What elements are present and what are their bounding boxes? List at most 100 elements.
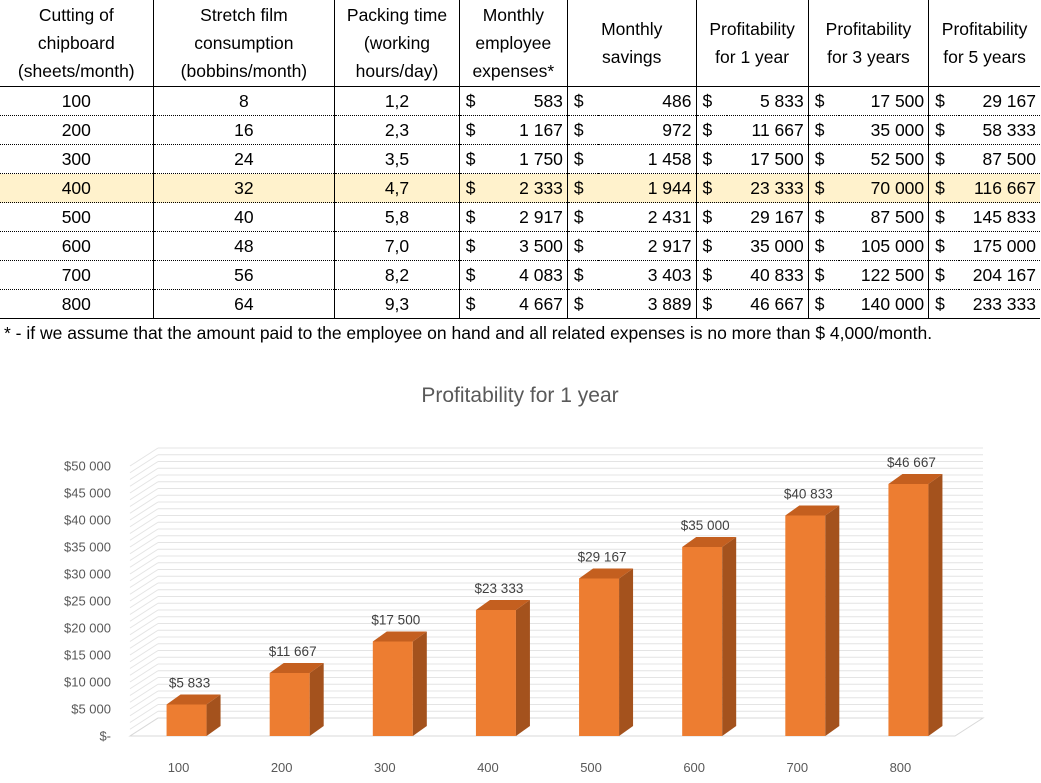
cell-bobbins: 56 <box>153 260 336 290</box>
chart-x-axis: 100 200 300 400 500 600 700 800 <box>168 760 912 775</box>
gridline-side <box>129 461 159 480</box>
bar-side <box>722 537 737 736</box>
header-bobbins: Stretch film consumption (bobbins/month) <box>152 0 336 87</box>
cell-savings: 3 889 <box>598 289 697 319</box>
gridline-side <box>129 488 159 507</box>
table-row: 300 24 3,5 $1 750 $1 458 $17 500 $52 500 $87 50… <box>0 144 1040 174</box>
table-header-row: Cutting of chipboard (sheets/month) Stretc… <box>0 0 1040 87</box>
bar-front <box>785 515 826 736</box>
cell-bobbins: 64 <box>153 289 336 319</box>
cell-savings: 486 <box>598 86 697 116</box>
cell-p5: 233 333 <box>959 289 1040 319</box>
cell-expenses: 4 667 <box>489 289 568 319</box>
data-label: $23 333 <box>475 581 524 596</box>
cell-savings: 1 458 <box>598 144 697 174</box>
currency-symbol: $ <box>459 260 490 290</box>
currency-symbol: $ <box>459 202 490 232</box>
cell-hours: 5,8 <box>334 202 460 232</box>
currency-symbol: $ <box>808 231 839 261</box>
chart-y-axis: $- $5 000 $10 000 $15 000 $20 000 $25 000 $30 … <box>64 459 111 744</box>
header-profit-3y: Profitability for 3 years <box>807 0 930 87</box>
gridline-side <box>129 616 159 636</box>
bar-side <box>515 600 530 736</box>
gridline-side <box>129 454 159 474</box>
currency-symbol: $ <box>459 289 490 319</box>
x-tick-label: 100 <box>168 760 190 775</box>
header-profit-5y: Profitability for 5 years <box>928 0 1040 87</box>
cell-bobbins: 16 <box>153 115 336 145</box>
table-row: 100 8 1,2 $583 $486 $5 833 $17 500 $29 167 <box>0 86 1040 116</box>
currency-symbol: $ <box>696 202 727 232</box>
cell-sheets: 400 <box>0 173 154 203</box>
y-tick-label: $20 000 <box>64 621 111 636</box>
cell-hours: 9,3 <box>334 289 460 319</box>
bar-front <box>579 578 620 736</box>
currency-symbol: $ <box>928 289 960 319</box>
currency-symbol: $ <box>808 202 839 232</box>
bar-front <box>372 641 413 736</box>
y-tick-label: $45 000 <box>64 486 111 501</box>
bar-side <box>206 694 221 736</box>
y-tick-label: $25 000 <box>64 594 111 609</box>
gridline-side <box>129 501 159 521</box>
cell-p1: 17 500 <box>726 144 809 174</box>
cell-sheets: 300 <box>0 144 154 174</box>
cell-p3: 17 500 <box>838 86 930 116</box>
bar-front <box>166 704 207 736</box>
cell-expenses: 3 500 <box>489 231 568 261</box>
y-tick-label: $5 000 <box>71 702 111 717</box>
data-label: $29 167 <box>578 549 627 564</box>
bar-top <box>579 568 634 579</box>
cell-hours: 2,3 <box>334 115 460 145</box>
chart-floor <box>128 717 985 737</box>
table-body: 100 8 1,2 $583 $486 $5 833 $17 500 $29 167 200 16… <box>0 86 1040 319</box>
cell-expenses: 1 750 <box>489 144 568 174</box>
data-label: $35 000 <box>681 518 730 533</box>
gridline-side <box>129 589 159 609</box>
bar-side <box>825 505 840 736</box>
cell-p5: 116 667 <box>959 173 1040 203</box>
x-tick-label: 800 <box>890 760 912 775</box>
cell-p5: 204 167 <box>959 260 1040 290</box>
x-tick-label: 700 <box>786 760 808 775</box>
currency-symbol: $ <box>928 202 960 232</box>
currency-symbol: $ <box>928 173 960 203</box>
gridline-side <box>129 704 159 723</box>
cell-p5: 175 000 <box>959 231 1040 261</box>
currency-symbol: $ <box>928 115 960 145</box>
currency-symbol: $ <box>567 289 599 319</box>
cell-p1: 23 333 <box>726 173 809 203</box>
gridline-side <box>129 656 159 676</box>
gridline-side <box>129 508 159 528</box>
cell-p1: 11 667 <box>726 115 809 145</box>
cell-savings: 3 403 <box>598 260 697 290</box>
currency-symbol: $ <box>808 144 839 174</box>
header-profit-1y: Profitability for 1 year <box>695 0 809 87</box>
gridline-side <box>129 663 159 683</box>
cell-bobbins: 8 <box>153 86 336 116</box>
y-tick-label: $50 000 <box>64 459 111 474</box>
x-tick-label: 300 <box>374 760 396 775</box>
cell-p3: 35 000 <box>838 115 930 145</box>
footnote: * - if we assume that the amount paid to… <box>4 323 933 343</box>
cell-sheets: 600 <box>0 231 154 261</box>
cell-savings: 972 <box>598 115 697 145</box>
gridline-side <box>129 636 159 656</box>
cell-savings: 2 431 <box>598 202 697 232</box>
gridline-side <box>129 677 159 696</box>
cell-p1: 40 833 <box>726 260 809 290</box>
bar-top <box>682 537 737 547</box>
currency-symbol: $ <box>567 260 599 290</box>
data-label: $40 833 <box>784 487 833 502</box>
gridline-side <box>129 535 159 555</box>
currency-symbol: $ <box>567 231 599 261</box>
gridline-side <box>129 710 159 730</box>
gridline-side <box>129 623 159 642</box>
currency-symbol: $ <box>459 86 490 116</box>
bar-top <box>372 631 427 642</box>
currency-symbol: $ <box>696 173 727 203</box>
currency-symbol: $ <box>459 231 490 261</box>
gridline-side <box>129 474 159 494</box>
currency-symbol: $ <box>696 144 727 174</box>
cell-sheets: 700 <box>0 260 154 290</box>
